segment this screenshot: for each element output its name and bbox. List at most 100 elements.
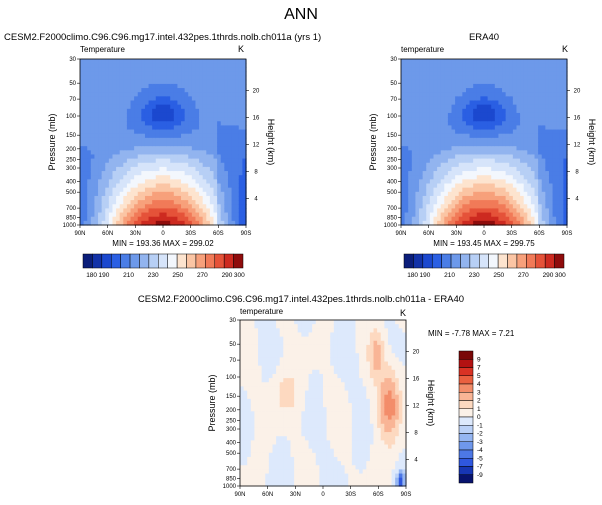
panel-model-cell	[137, 175, 142, 180]
panel-obs-cell	[509, 171, 514, 176]
panel-model-cell	[80, 117, 85, 122]
panel-model-cell	[209, 208, 215, 214]
panel-diff-cell	[247, 332, 252, 338]
panel-model-cell	[130, 121, 135, 126]
panel-model-cell	[116, 88, 121, 93]
panel-model-cell	[227, 216, 233, 222]
panel-diff-cell	[286, 411, 292, 417]
panel-diff-cell	[268, 440, 274, 446]
panel-model-cell	[148, 79, 153, 85]
panel-obs-cell	[534, 125, 539, 131]
panel-model-cell	[80, 158, 85, 164]
panel-diff-cell	[279, 411, 284, 417]
panel-diff-cell	[243, 473, 248, 479]
panel-obs-cell	[415, 108, 420, 114]
panel-diff-cell	[319, 411, 324, 417]
panel-obs-cell	[408, 220, 413, 226]
panel-model-cell	[177, 100, 182, 106]
panel-model-cell	[141, 191, 146, 197]
panel-model-cell	[188, 67, 193, 73]
panel-obs-cell	[422, 121, 427, 126]
panel-obs-cell	[462, 133, 467, 139]
panel-model-cell	[98, 220, 103, 226]
panel-model-cell	[90, 100, 96, 106]
panel-obs-cell	[429, 183, 435, 189]
panel-model-cell	[123, 175, 128, 180]
panel-model-cell	[105, 171, 110, 176]
panel-obs-cell	[484, 108, 489, 114]
panel-obs-cell	[437, 162, 442, 168]
panel-model-cell	[94, 96, 99, 102]
panel-model-cell	[155, 108, 160, 114]
panel-diff-cell	[268, 448, 274, 454]
panel-model-cell	[134, 112, 139, 118]
panel-diff-cell	[250, 411, 256, 417]
panel-obs-cell	[538, 71, 543, 77]
panel-diff-cell	[258, 473, 263, 479]
panel-obs-cell	[487, 154, 492, 160]
panel-diff-cell	[258, 386, 263, 392]
panel-model-cell	[202, 104, 207, 110]
panel-obs-cell	[502, 175, 507, 180]
panel-model-cell	[80, 121, 85, 126]
panel-obs-cell	[498, 212, 503, 218]
panel-obs-cell	[512, 75, 518, 81]
panel-model-cell	[123, 204, 128, 209]
panel-obs-cell	[429, 92, 435, 97]
panel-model-cell	[90, 108, 96, 114]
panel-diff-cell	[304, 353, 310, 358]
panel-model-cell	[98, 179, 103, 185]
panel-obs-cell	[491, 200, 496, 205]
panel-model-cell	[144, 121, 150, 126]
panel-model-cell	[148, 63, 153, 68]
panel-diff-cell	[301, 415, 306, 421]
panel-model-cell	[159, 63, 164, 68]
panel-diff-cell	[286, 461, 292, 466]
panel-model-cell	[87, 212, 92, 218]
panel-model-cell	[191, 121, 197, 126]
panel-model-cell	[98, 187, 103, 193]
panel-diff-cell	[268, 382, 274, 387]
panel-diff-cell	[254, 461, 259, 466]
panel-obs-cell	[451, 154, 456, 160]
panel-model-cell	[83, 216, 88, 222]
panel-model-cell	[116, 212, 121, 218]
panel-model-cell	[116, 183, 121, 189]
panel-model-cell	[227, 92, 233, 97]
panel-diff-cell	[250, 344, 256, 350]
panel-diff-cell	[258, 448, 263, 454]
panel-model-cell	[105, 100, 110, 106]
panel-model-cell	[238, 71, 243, 77]
panel-obs-cell	[530, 129, 536, 135]
panel-obs-cell	[494, 220, 500, 226]
panel-diff-cell	[286, 365, 292, 371]
panel-diff-cell	[283, 473, 288, 479]
panel-model-cell	[152, 154, 157, 160]
panel-model-cell	[159, 200, 164, 205]
panel-obs-cell	[512, 137, 518, 143]
panel-model-cell	[220, 204, 225, 209]
panel-obs-cell	[530, 162, 536, 168]
panel-obs-cell	[534, 220, 539, 226]
panel-obs-cell	[563, 171, 568, 176]
panel-model-cell	[173, 108, 179, 114]
panel-obs-cell	[516, 59, 521, 64]
panel-model-cell	[238, 146, 243, 151]
panel-obs-cell	[473, 137, 478, 143]
panel-model-cell	[130, 191, 135, 197]
panel-diff-cell	[261, 440, 266, 446]
panel-model-cell	[177, 108, 182, 114]
panel-diff-cell	[250, 328, 256, 334]
panel-obs-cell	[548, 63, 554, 68]
panel-model-cell	[220, 179, 225, 185]
panel-model-cell	[238, 121, 243, 126]
panel-diff-cell	[286, 357, 292, 363]
panel-model-cell	[202, 108, 207, 114]
panel-obs-cell	[451, 183, 456, 189]
panel-model-cell	[166, 83, 171, 89]
panel-diff-cell	[301, 456, 306, 462]
panel-model-cell	[141, 129, 146, 135]
panel-diff-cell	[276, 436, 281, 441]
panel-diff-cell	[315, 328, 320, 334]
panel-obs-cell	[458, 133, 463, 139]
